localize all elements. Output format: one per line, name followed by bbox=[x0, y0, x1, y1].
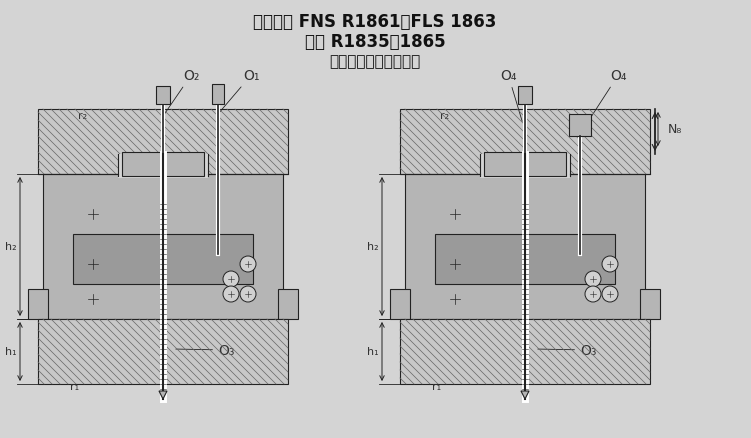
Text: O₂: O₂ bbox=[162, 69, 199, 117]
Bar bbox=[400, 319, 650, 384]
Bar bbox=[43, 175, 283, 319]
Text: r₂: r₂ bbox=[440, 111, 449, 121]
Bar bbox=[518, 87, 532, 105]
Bar bbox=[484, 153, 566, 177]
Bar bbox=[390, 290, 410, 319]
Bar bbox=[640, 290, 660, 319]
Circle shape bbox=[602, 256, 618, 272]
Text: O₃: O₃ bbox=[176, 343, 234, 357]
Text: h₁: h₁ bbox=[367, 347, 379, 357]
Text: O₄: O₄ bbox=[581, 69, 626, 132]
Bar bbox=[28, 290, 48, 319]
Circle shape bbox=[223, 286, 239, 302]
Text: N₈: N₈ bbox=[668, 123, 683, 136]
Bar bbox=[38, 319, 288, 384]
Bar bbox=[400, 110, 650, 175]
Text: r₁: r₁ bbox=[432, 381, 441, 391]
Bar bbox=[435, 234, 615, 284]
Text: r₂: r₂ bbox=[78, 111, 87, 121]
Bar bbox=[118, 155, 208, 179]
Circle shape bbox=[223, 272, 239, 287]
Text: h₂: h₂ bbox=[367, 242, 379, 252]
Bar bbox=[480, 155, 570, 179]
Bar bbox=[212, 85, 224, 105]
Circle shape bbox=[240, 256, 256, 272]
Text: O₁: O₁ bbox=[220, 69, 260, 113]
Text: （从上面用螺栓安装）: （从上面用螺栓安装） bbox=[330, 54, 421, 69]
Text: O₄: O₄ bbox=[500, 69, 522, 122]
Circle shape bbox=[585, 272, 601, 287]
Polygon shape bbox=[521, 391, 529, 399]
Bar bbox=[156, 87, 170, 105]
Text: 导轨 R1835，1865: 导轨 R1835，1865 bbox=[305, 33, 445, 51]
Text: r₁: r₁ bbox=[70, 381, 79, 391]
Bar bbox=[73, 234, 253, 284]
Text: 重载滑块 FNS R1861，FLS 1863: 重载滑块 FNS R1861，FLS 1863 bbox=[253, 13, 496, 31]
Circle shape bbox=[602, 286, 618, 302]
Polygon shape bbox=[159, 391, 167, 399]
Circle shape bbox=[585, 286, 601, 302]
Bar bbox=[122, 153, 204, 177]
Bar bbox=[405, 175, 645, 319]
Text: O₃: O₃ bbox=[538, 343, 596, 357]
Bar bbox=[38, 110, 288, 175]
Bar bbox=[278, 290, 298, 319]
Text: h₂: h₂ bbox=[5, 242, 17, 252]
Circle shape bbox=[240, 286, 256, 302]
Bar bbox=[569, 115, 591, 137]
Text: h₁: h₁ bbox=[5, 347, 17, 357]
